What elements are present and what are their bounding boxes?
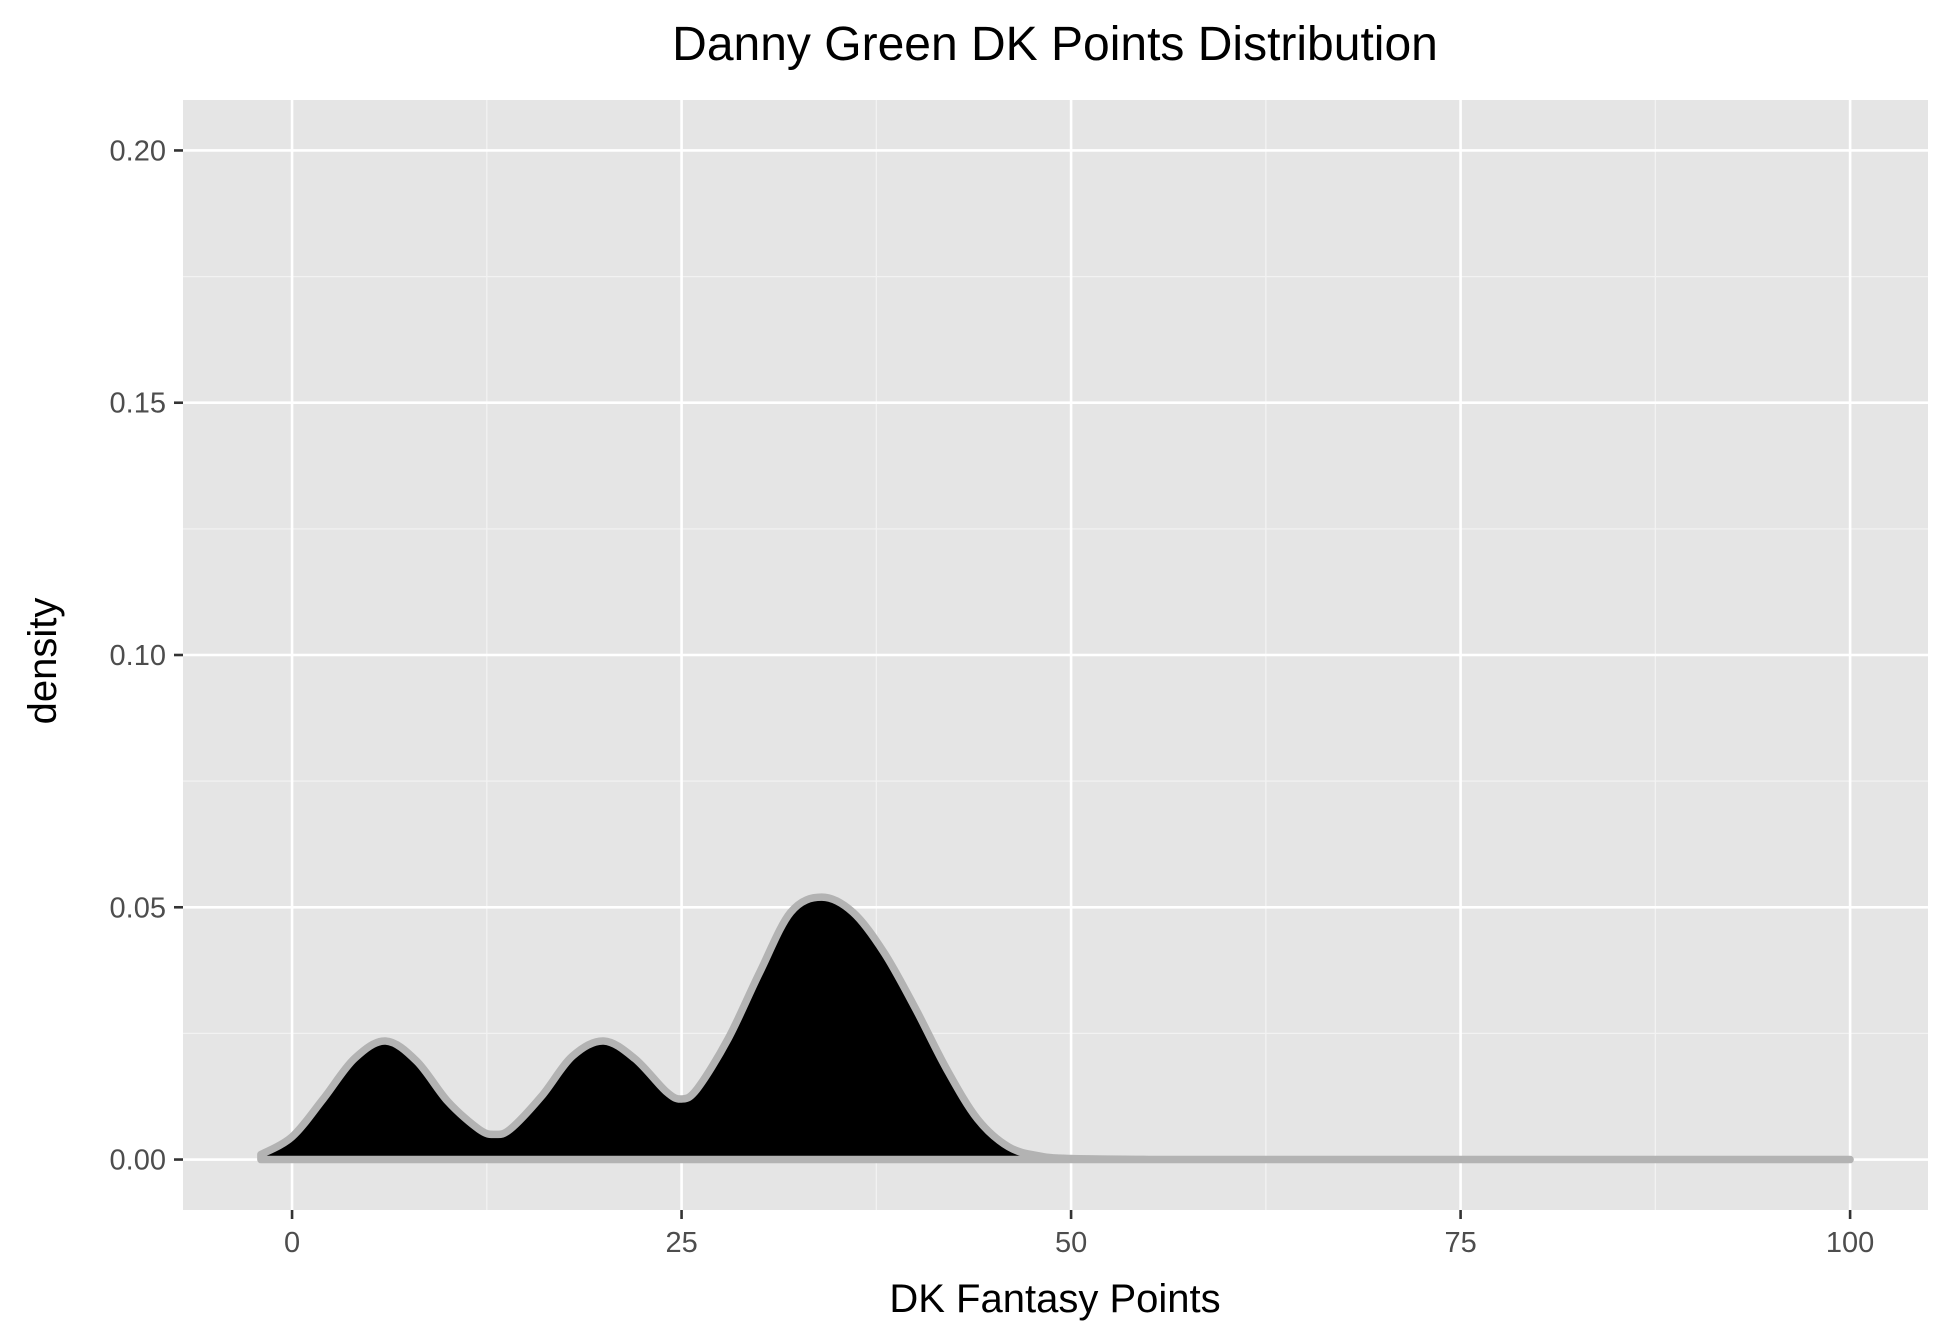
y-tick-label: 0.05: [110, 892, 166, 924]
y-tick-label: 0.15: [110, 388, 166, 420]
density-area: [260, 897, 1851, 1160]
y-tick-label: 0.00: [110, 1145, 166, 1177]
x-tick-label: 25: [665, 1227, 697, 1259]
series-layer: [257, 893, 1854, 1164]
x-tick-label: 100: [1826, 1227, 1874, 1259]
x-tick-label: 75: [1444, 1227, 1476, 1259]
x-tick-label: 0: [284, 1227, 300, 1259]
major-gridlines: [183, 100, 1928, 1210]
chart-title: Danny Green DK Points Distribution: [672, 18, 1438, 71]
x-tick-label: 50: [1055, 1227, 1087, 1259]
x-axis-title: DK Fantasy Points: [889, 1277, 1220, 1321]
y-axis: 0.00 0.05 0.10 0.15 0.20: [110, 135, 183, 1177]
density-outline: [257, 893, 1854, 1164]
y-tick-label: 0.20: [110, 135, 166, 167]
y-tick-label: 0.10: [110, 640, 166, 672]
y-axis-title: density: [21, 598, 65, 725]
x-axis: 0 25 50 75 100: [284, 1210, 1874, 1259]
